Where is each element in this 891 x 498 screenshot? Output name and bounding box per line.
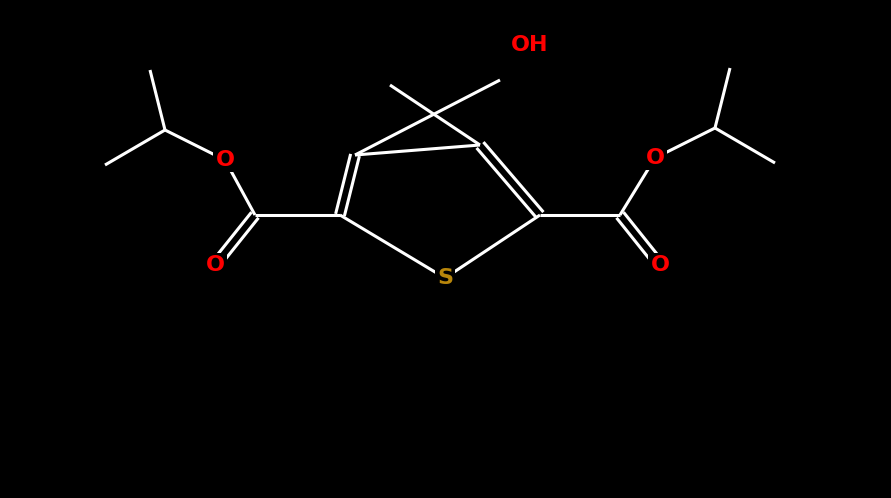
Text: S: S [437,268,453,288]
Text: O: O [206,255,225,275]
Text: O: O [650,255,669,275]
Text: OH: OH [511,35,549,55]
Text: O: O [645,148,665,168]
Text: O: O [216,150,234,170]
